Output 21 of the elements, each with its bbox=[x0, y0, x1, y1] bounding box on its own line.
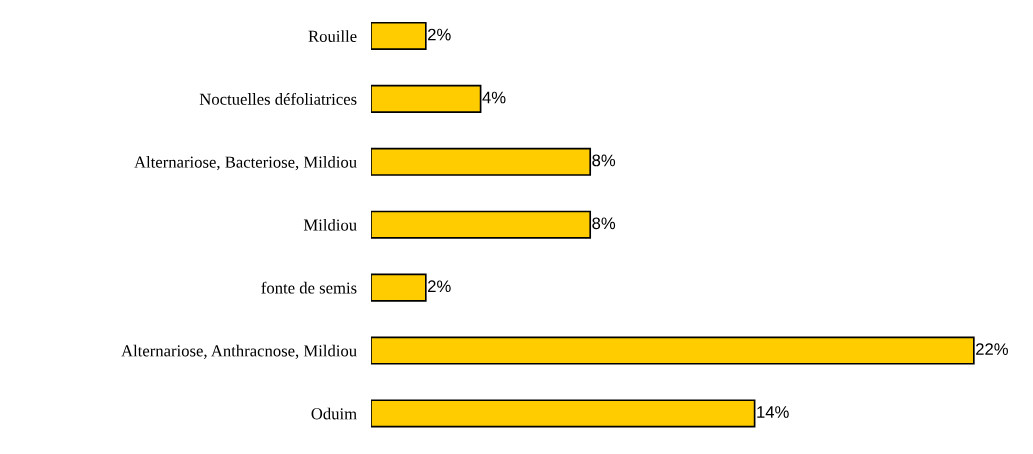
bar bbox=[371, 147, 592, 176]
y-tick-label: Alternariose, Bacteriose, Mildiou bbox=[134, 156, 357, 171]
y-tick-label: fonte de semis bbox=[261, 281, 357, 294]
bar bbox=[371, 210, 592, 239]
data-label: 4% bbox=[482, 91, 506, 104]
data-label: 8% bbox=[592, 154, 616, 167]
data-label: 2% bbox=[428, 28, 451, 41]
data-label: 2% bbox=[428, 280, 451, 293]
data-label: 8% bbox=[592, 217, 616, 230]
y-tick-label: Noctuelles défoliatrices bbox=[199, 92, 357, 105]
bar bbox=[371, 21, 427, 51]
y-tick-label: Mildiou bbox=[303, 218, 357, 231]
bar bbox=[371, 399, 756, 428]
data-label: 22% bbox=[976, 343, 1008, 355]
y-tick-label: Oduim bbox=[311, 407, 357, 420]
y-tick-label: Rouille bbox=[308, 30, 357, 42]
bar bbox=[371, 336, 975, 365]
bar bbox=[371, 84, 482, 113]
y-tick-label: Alternariose, Anthracnose, Mildiou bbox=[121, 344, 357, 359]
data-label: 14% bbox=[757, 406, 789, 418]
bar bbox=[371, 273, 427, 302]
